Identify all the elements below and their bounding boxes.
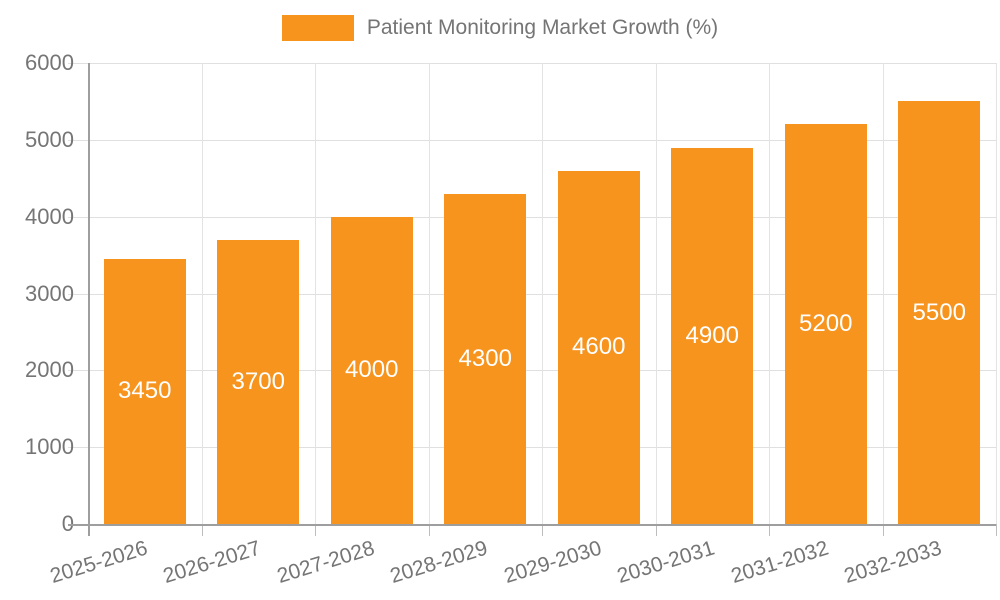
x-gridline	[542, 63, 543, 524]
chart-legend: Patient Monitoring Market Growth (%)	[0, 15, 1000, 41]
bar-value-label: 3700	[231, 367, 285, 395]
bar-value-label: 4000	[345, 356, 399, 384]
bar-value-label: 4600	[572, 333, 626, 361]
x-axis-tick	[542, 524, 543, 536]
x-gridline	[428, 63, 430, 524]
bar-value-label: 3450	[118, 377, 172, 405]
x-axis-tick	[882, 524, 884, 536]
y-gridline	[68, 293, 996, 295]
bar-2026-2027[interactable]: 3700	[217, 239, 300, 524]
y-axis-line	[88, 63, 90, 536]
y-axis-tick-label: 1000	[25, 434, 74, 460]
x-axis-line	[68, 524, 996, 526]
x-gridline	[882, 63, 884, 524]
x-axis-tick	[201, 524, 203, 536]
y-gridline	[68, 370, 996, 372]
x-axis-tick	[769, 524, 770, 536]
bar-2025-2026[interactable]: 3450	[103, 258, 186, 524]
x-axis-tick	[996, 524, 997, 536]
x-gridline	[655, 63, 657, 524]
x-gridline	[996, 63, 997, 524]
bar-value-label: 4900	[685, 321, 739, 349]
bar-2027-2028[interactable]: 4000	[330, 216, 413, 524]
bar-value-label: 5500	[912, 298, 966, 326]
y-gridline	[68, 216, 996, 218]
y-axis-tick-label: 0	[0, 511, 74, 537]
bar-2031-2032[interactable]: 5200	[784, 124, 867, 524]
bar-2029-2030[interactable]: 4600	[557, 170, 640, 524]
bar-value-label: 5200	[799, 310, 853, 338]
x-gridline	[315, 63, 316, 524]
bar-value-label: 4300	[458, 344, 512, 372]
x-axis-tick	[655, 524, 657, 536]
y-axis-tick-label: 6000	[25, 50, 74, 75]
bar-2032-2033[interactable]: 5500	[898, 101, 981, 524]
x-axis-tick	[428, 524, 430, 536]
y-gridline	[68, 139, 996, 141]
legend-color-swatch	[281, 15, 354, 41]
y-axis-tick-label: 2000	[25, 357, 74, 383]
y-gridline	[68, 63, 996, 64]
x-gridline	[201, 63, 203, 524]
bar-2030-2031[interactable]: 4900	[671, 147, 754, 524]
y-gridline	[68, 447, 996, 449]
y-axis-tick-label: 5000	[25, 126, 74, 152]
legend-label: Patient Monitoring Market Growth (%)	[366, 16, 719, 39]
bar-2028-2029[interactable]: 4300	[444, 193, 527, 524]
x-axis-tick	[315, 524, 316, 536]
y-axis-tick-label: 3000	[25, 280, 74, 306]
y-axis-tick-label: 4000	[25, 203, 74, 229]
x-gridline	[769, 63, 770, 524]
